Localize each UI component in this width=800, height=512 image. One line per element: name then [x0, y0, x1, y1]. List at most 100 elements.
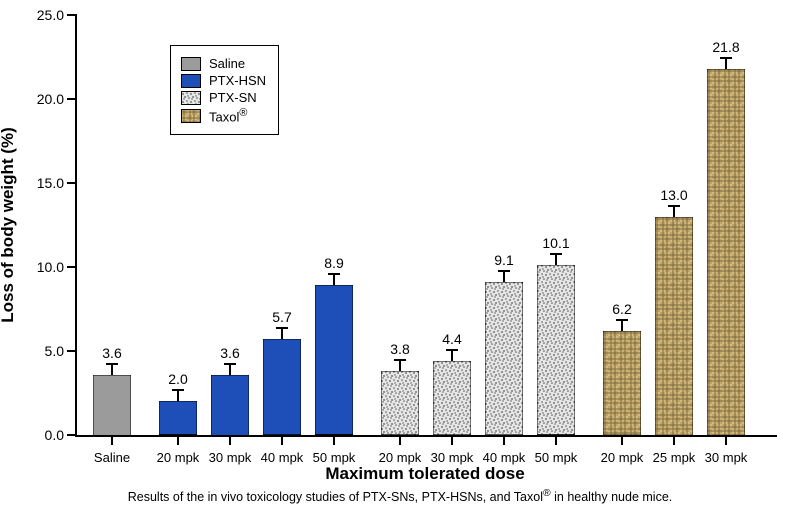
legend-swatch [181, 74, 201, 88]
error-cap [224, 363, 236, 365]
y-tick [67, 350, 77, 352]
registered-icon: ® [239, 107, 247, 119]
x-tick-label: 30 mpk [705, 450, 748, 465]
bar-value-label: 4.4 [442, 331, 461, 347]
x-tick-label: 20 mpk [157, 450, 200, 465]
error-cap [498, 270, 510, 272]
error-bar [555, 255, 557, 265]
x-tick-label: 20 mpk [379, 450, 422, 465]
bar [315, 285, 353, 435]
x-tick-label: Saline [94, 450, 130, 465]
x-tick-label: 40 mpk [261, 450, 304, 465]
x-tick-label: 25 mpk [653, 450, 696, 465]
x-tick [111, 435, 113, 445]
error-cap [616, 319, 628, 321]
bar-value-label: 3.8 [390, 341, 409, 357]
legend-label: Saline [209, 56, 245, 71]
bar [603, 331, 641, 435]
legend-item: PTX-HSN [181, 73, 266, 88]
legend-label: PTX-SN [209, 90, 257, 105]
bar-value-label: 13.0 [660, 187, 687, 203]
caption-text-b: in healthy nude mice. [551, 490, 673, 504]
x-tick-label: 20 mpk [601, 450, 644, 465]
error-cap [446, 349, 458, 351]
bar-value-label: 3.6 [220, 345, 239, 361]
bar [655, 217, 693, 435]
error-cap [394, 359, 406, 361]
x-tick-label: 50 mpk [313, 450, 356, 465]
x-tick [333, 435, 335, 445]
x-tick-label: 50 mpk [535, 450, 578, 465]
error-bar [177, 391, 179, 401]
x-tick [281, 435, 283, 445]
error-cap [276, 327, 288, 329]
y-tick-label: 15.0 [22, 175, 64, 191]
legend-swatch [181, 57, 201, 71]
caption-reg: ® [543, 488, 551, 499]
legend-item: Saline [181, 56, 266, 71]
legend-swatch [181, 91, 201, 105]
bar-value-label: 21.8 [712, 39, 739, 55]
bar-value-label: 9.1 [494, 252, 513, 268]
error-bar [673, 207, 675, 217]
x-tick-label: 40 mpk [483, 450, 526, 465]
y-tick-label: 25.0 [22, 7, 64, 23]
x-tick [399, 435, 401, 445]
x-axis-title: Maximum tolerated dose [325, 464, 524, 484]
plot-area: SalinePTX-HSNPTX-SNTaxol® 0.05.010.015.0… [75, 15, 777, 437]
caption-text-a: Results of the in vivo toxicology studie… [128, 490, 543, 504]
y-tick [67, 434, 77, 436]
x-tick [177, 435, 179, 445]
y-tick [67, 266, 77, 268]
error-bar [725, 59, 727, 69]
error-bar [451, 351, 453, 361]
bar-value-label: 10.1 [542, 235, 569, 251]
error-bar [621, 321, 623, 331]
y-tick [67, 14, 77, 16]
x-tick [503, 435, 505, 445]
bar [485, 282, 523, 435]
x-tick [229, 435, 231, 445]
bar [159, 401, 197, 435]
legend-item: PTX-SN [181, 90, 266, 105]
x-tick [451, 435, 453, 445]
x-tick-label: 30 mpk [431, 450, 474, 465]
error-bar [399, 361, 401, 371]
x-tick-label: 30 mpk [209, 450, 252, 465]
bar-value-label: 8.9 [324, 255, 343, 271]
bar [537, 265, 575, 435]
chart-container: Loss of body weight (%) [0, 0, 800, 512]
bar-value-label: 3.6 [102, 345, 121, 361]
error-bar [281, 329, 283, 339]
y-tick-label: 5.0 [22, 343, 64, 359]
bar [707, 69, 745, 435]
bar-value-label: 6.2 [612, 301, 631, 317]
x-tick [555, 435, 557, 445]
y-tick-label: 20.0 [22, 91, 64, 107]
error-cap [106, 363, 118, 365]
error-cap [172, 389, 184, 391]
error-cap [668, 205, 680, 207]
bar [381, 371, 419, 435]
bar-value-label: 2.0 [168, 371, 187, 387]
error-bar [503, 272, 505, 282]
x-tick [621, 435, 623, 445]
bar-value-label: 5.7 [272, 309, 291, 325]
bar [263, 339, 301, 435]
y-tick-label: 0.0 [22, 427, 64, 443]
y-axis-label: Loss of body weight (%) [0, 127, 18, 323]
error-cap [550, 253, 562, 255]
error-bar [229, 365, 231, 375]
legend: Saline PTX-HSN PTX-SN Taxol® [170, 45, 279, 135]
legend-label: PTX-HSN [209, 73, 266, 88]
y-tick [67, 98, 77, 100]
caption: Results of the in vivo toxicology studie… [128, 488, 673, 504]
legend-label: Taxol® [209, 107, 247, 124]
legend-swatch [181, 109, 201, 123]
bar [433, 361, 471, 435]
y-tick-label: 10.0 [22, 259, 64, 275]
error-bar [333, 275, 335, 285]
bar [93, 375, 131, 435]
bar [211, 375, 249, 435]
x-tick [725, 435, 727, 445]
